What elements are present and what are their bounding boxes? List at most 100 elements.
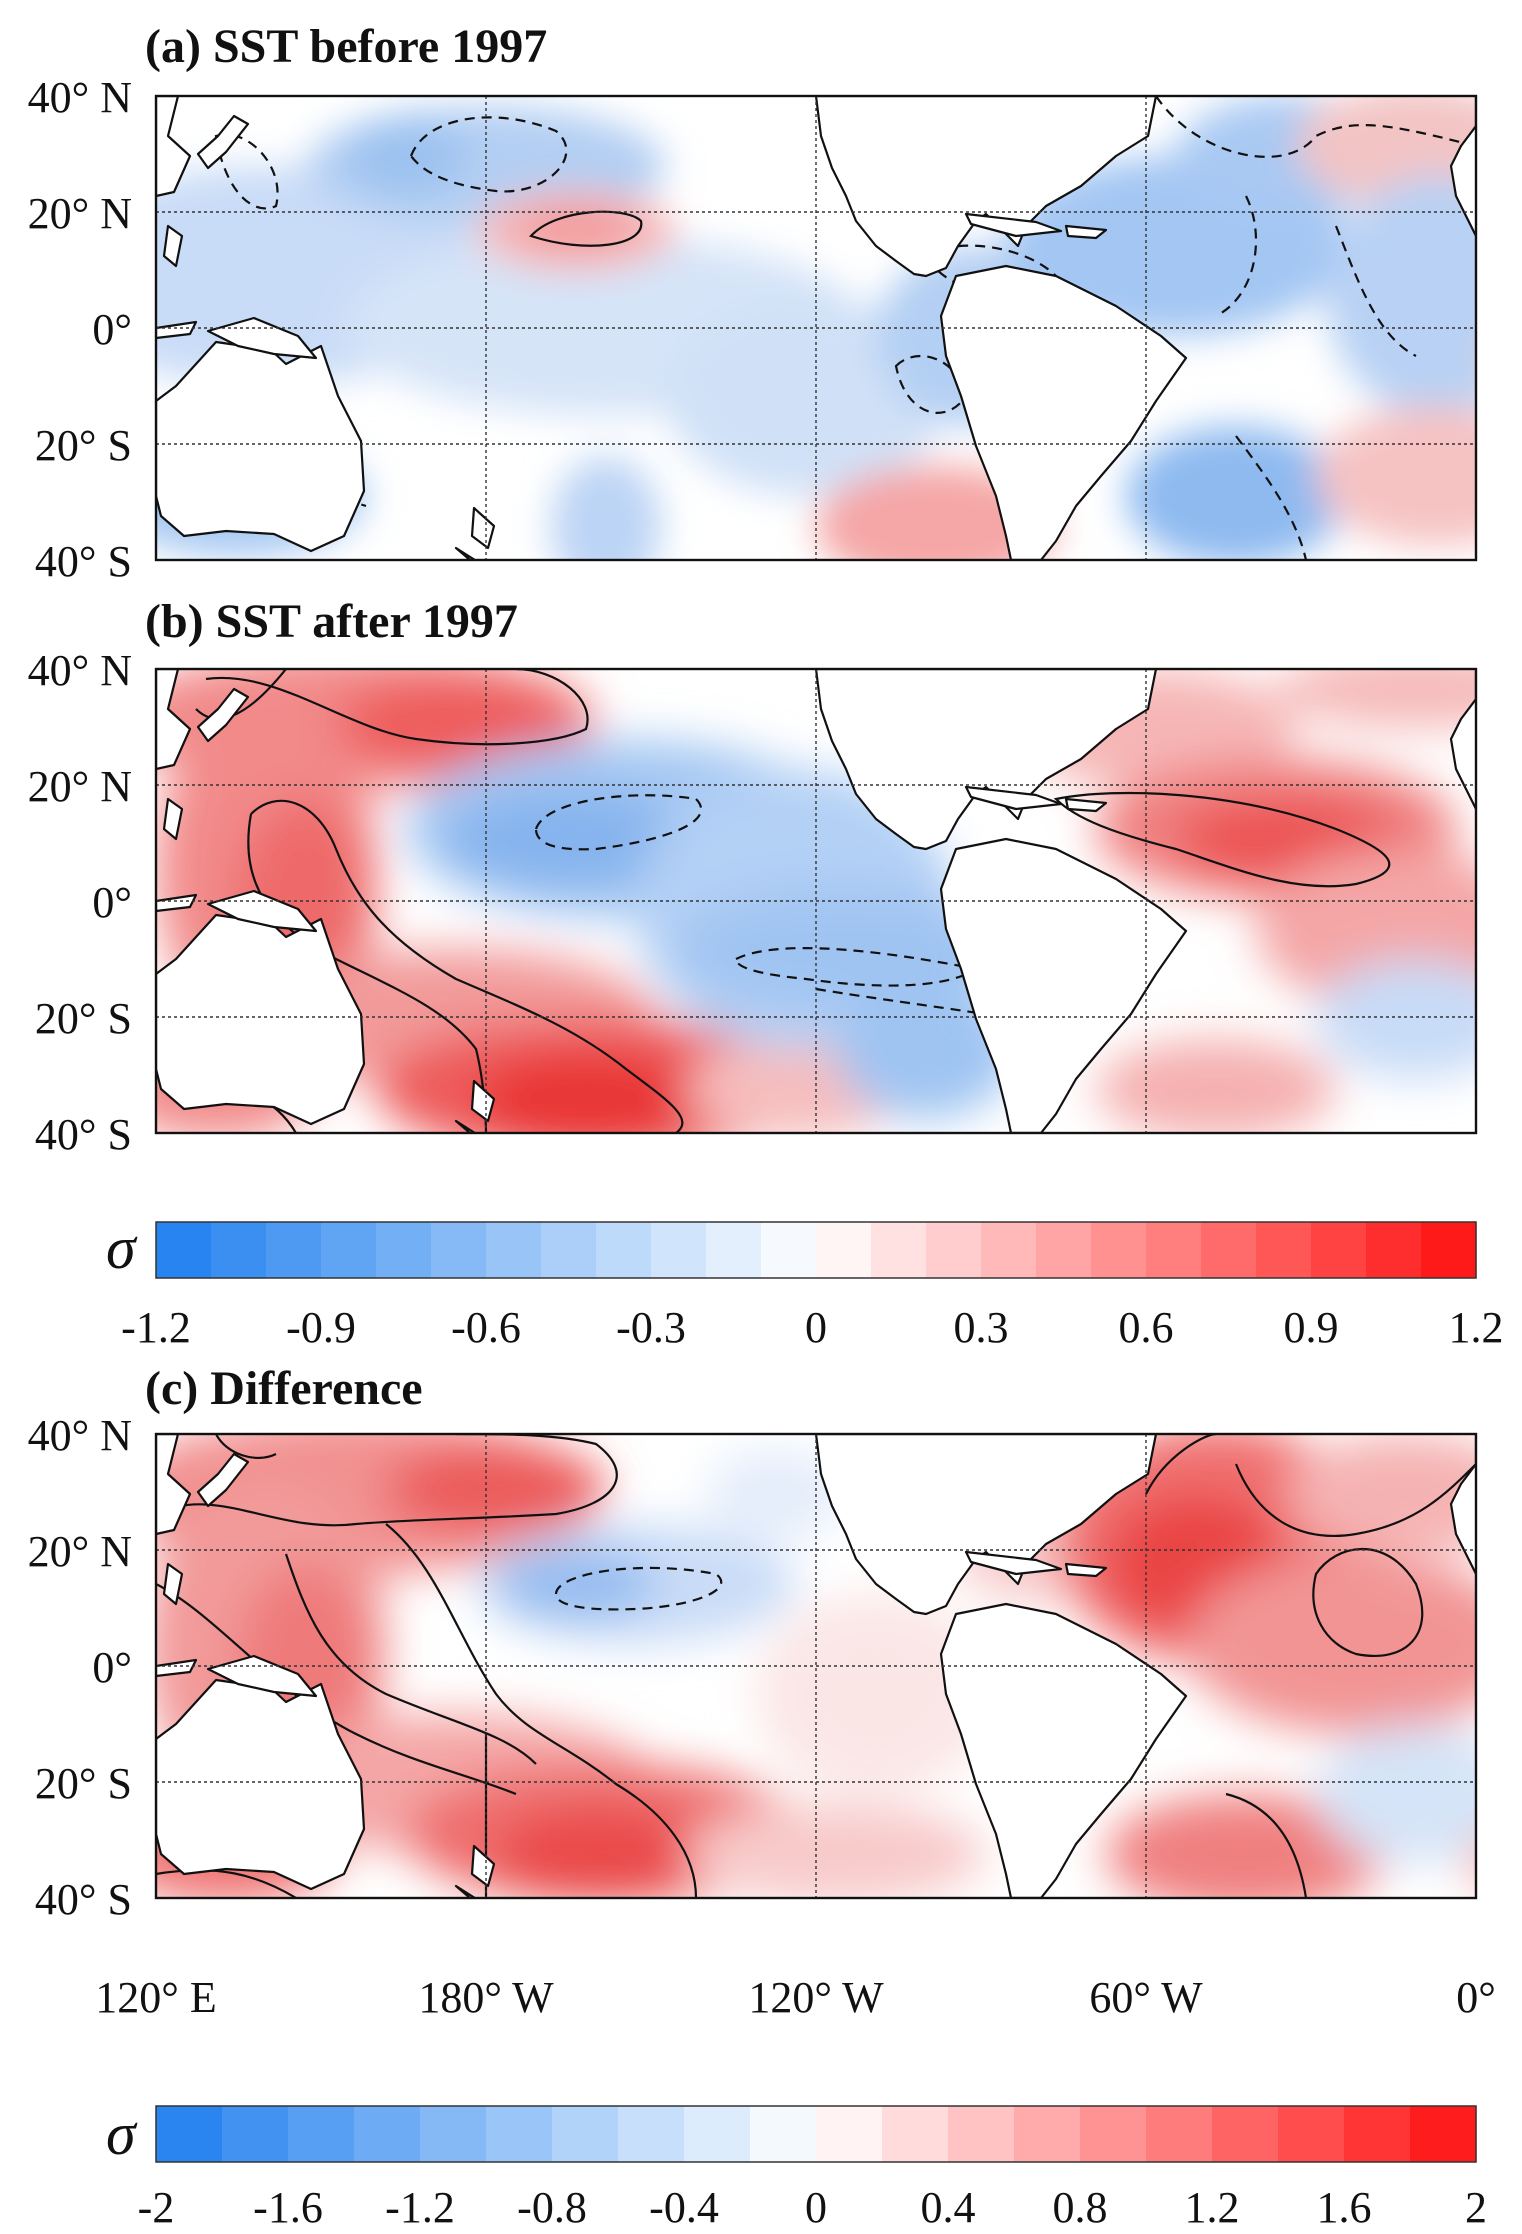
- lat-labels-a: 40° N 20° N 0° 20° S 40° S: [28, 73, 132, 586]
- colorbar-tick-label: -2: [138, 2183, 175, 2232]
- colorbar-swatch: [1256, 1222, 1312, 1278]
- colorbar-c: [155, 2105, 1477, 2163]
- colorbar-swatch: [211, 1222, 267, 1278]
- colorbar-tick-label: 2: [1465, 2183, 1487, 2232]
- colorbar-swatch: [266, 1222, 322, 1278]
- gridlines-a: [156, 96, 1476, 560]
- colorbar-swatch: [1344, 2106, 1411, 2162]
- lon-labels: 120° E 180° W 120° W 60° W 0°: [95, 1973, 1496, 2022]
- colorbar-swatch: [816, 1222, 872, 1278]
- lat-label: 0°: [92, 1643, 132, 1692]
- colorbar-swatch: [354, 2106, 421, 2162]
- lat-label: 0°: [92, 878, 132, 927]
- colorbar-ab: [155, 1221, 1477, 1279]
- colorbar-tick-label: 0.4: [921, 2183, 976, 2232]
- colorbar-swatch: [1212, 2106, 1279, 2162]
- colorbar-tick-label: -0.8: [517, 2183, 587, 2232]
- colorbar-tick-label: -0.4: [649, 2183, 719, 2232]
- lat-label: 20° S: [35, 1759, 132, 1808]
- lon-label: 60° W: [1089, 1973, 1203, 2022]
- lat-label: 20° N: [28, 1527, 132, 1576]
- lat-label: 20° N: [28, 189, 132, 238]
- colorbar-swatch: [1311, 1222, 1367, 1278]
- colorbar-swatch: [1014, 2106, 1081, 2162]
- colorbar-tick-label: 0.9: [1284, 1303, 1339, 1352]
- colorbar-swatch: [1201, 1222, 1257, 1278]
- colorbar-ab-ticks: -1.2 -0.9 -0.6 -0.3 0 0.3 0.6 0.9 1.2: [121, 1303, 1503, 1352]
- colorbar-swatch: [684, 2106, 751, 2162]
- colorbar-swatch: [321, 1222, 377, 1278]
- colorbar-tick-label: 1.2: [1185, 2183, 1240, 2232]
- gridlines-c: [156, 1434, 1476, 1898]
- lat-labels-b: 40° N 20° N 0° 20° S 40° S: [28, 646, 132, 1159]
- colorbar-c-symbol: σ: [106, 2101, 138, 2167]
- lat-label: 40° S: [35, 537, 132, 586]
- colorbar-swatch: [1080, 2106, 1147, 2162]
- colorbar-swatch: [486, 2106, 553, 2162]
- colorbar-tick-label: 0.6: [1119, 1303, 1174, 1352]
- frame-b: [154, 667, 1478, 1135]
- colorbar-swatch: [376, 1222, 432, 1278]
- colorbar-tick-label: -1.2: [385, 2183, 455, 2232]
- lat-label: 20° N: [28, 762, 132, 811]
- colorbar-swatch: [222, 2106, 289, 2162]
- colorbar-tick-label: -1.6: [253, 2183, 323, 2232]
- map-panel-a: [156, 96, 1476, 560]
- colorbar-swatch: [706, 1222, 762, 1278]
- colorbar-swatch: [618, 2106, 685, 2162]
- colorbar-swatch: [431, 1222, 487, 1278]
- colorbar-tick-label: 0.3: [954, 1303, 1009, 1352]
- map-panel-b: [156, 669, 1476, 1133]
- lat-label: 40° S: [35, 1875, 132, 1924]
- colorbar-swatch: [651, 1222, 707, 1278]
- lon-label: 120° E: [95, 1973, 216, 2022]
- frame-c: [154, 1432, 1478, 1900]
- lat-labels-c: 40° N 20° N 0° 20° S 40° S: [28, 1411, 132, 1924]
- colorbar-swatch: [420, 2106, 487, 2162]
- colorbar-tick-label: -0.3: [616, 1303, 686, 1352]
- sst-field-a: [156, 96, 1476, 560]
- colorbar-swatch: [1146, 1222, 1202, 1278]
- colorbar-swatch: [761, 1222, 817, 1278]
- colorbar-swatch: [288, 2106, 355, 2162]
- lat-label: 20° S: [35, 421, 132, 470]
- colorbar-tick-label: 0: [805, 1303, 827, 1352]
- colorbar-swatch: [486, 1222, 542, 1278]
- colorbar-swatch: [1036, 1222, 1092, 1278]
- colorbar-tick-label: -0.6: [451, 1303, 521, 1352]
- colorbar-swatch: [1410, 2106, 1477, 2162]
- contours-c: [156, 1434, 1476, 1898]
- lat-label: 40° N: [28, 646, 132, 695]
- lat-label: 40° N: [28, 73, 132, 122]
- colorbar-swatch: [541, 1222, 597, 1278]
- colorbar-tick-label: 1.6: [1317, 2183, 1372, 2232]
- colorbar-swatch: [156, 1222, 212, 1278]
- lon-label: 180° W: [418, 1973, 554, 2022]
- colorbar-tick-label: 1.2: [1449, 1303, 1504, 1352]
- colorbar-tick-label: -0.9: [286, 1303, 356, 1352]
- map-panel-c: [156, 1434, 1476, 1898]
- colorbar-swatch: [750, 2106, 817, 2162]
- frame-a: [154, 94, 1478, 562]
- colorbar-swatch: [1146, 2106, 1213, 2162]
- colorbar-swatch: [926, 1222, 982, 1278]
- colorbar-swatch: [871, 1222, 927, 1278]
- colorbar-frame: [155, 1221, 1477, 1279]
- gridlines-b: [156, 669, 1476, 1133]
- panel-c-title: (c) Difference: [145, 1362, 423, 1415]
- lon-label: 0°: [1456, 1973, 1496, 2022]
- colorbar-swatch: [1278, 2106, 1345, 2162]
- panel-a-title: (a) SST before 1997: [145, 20, 547, 73]
- colorbar-swatch: [1421, 1222, 1477, 1278]
- colorbar-swatch: [156, 2106, 223, 2162]
- colorbar-tick-label: 0: [805, 2183, 827, 2232]
- lon-label: 120° W: [748, 1973, 884, 2022]
- colorbar-swatch: [1091, 1222, 1147, 1278]
- lat-label: 40° N: [28, 1411, 132, 1460]
- colorbar-swatch: [882, 2106, 949, 2162]
- colorbar-tick-label: 0.8: [1053, 2183, 1108, 2232]
- colorbar-tick-label: -1.2: [121, 1303, 191, 1352]
- lat-label: 40° S: [35, 1110, 132, 1159]
- colorbar-frame: [155, 2105, 1477, 2163]
- colorbar-swatch: [552, 2106, 619, 2162]
